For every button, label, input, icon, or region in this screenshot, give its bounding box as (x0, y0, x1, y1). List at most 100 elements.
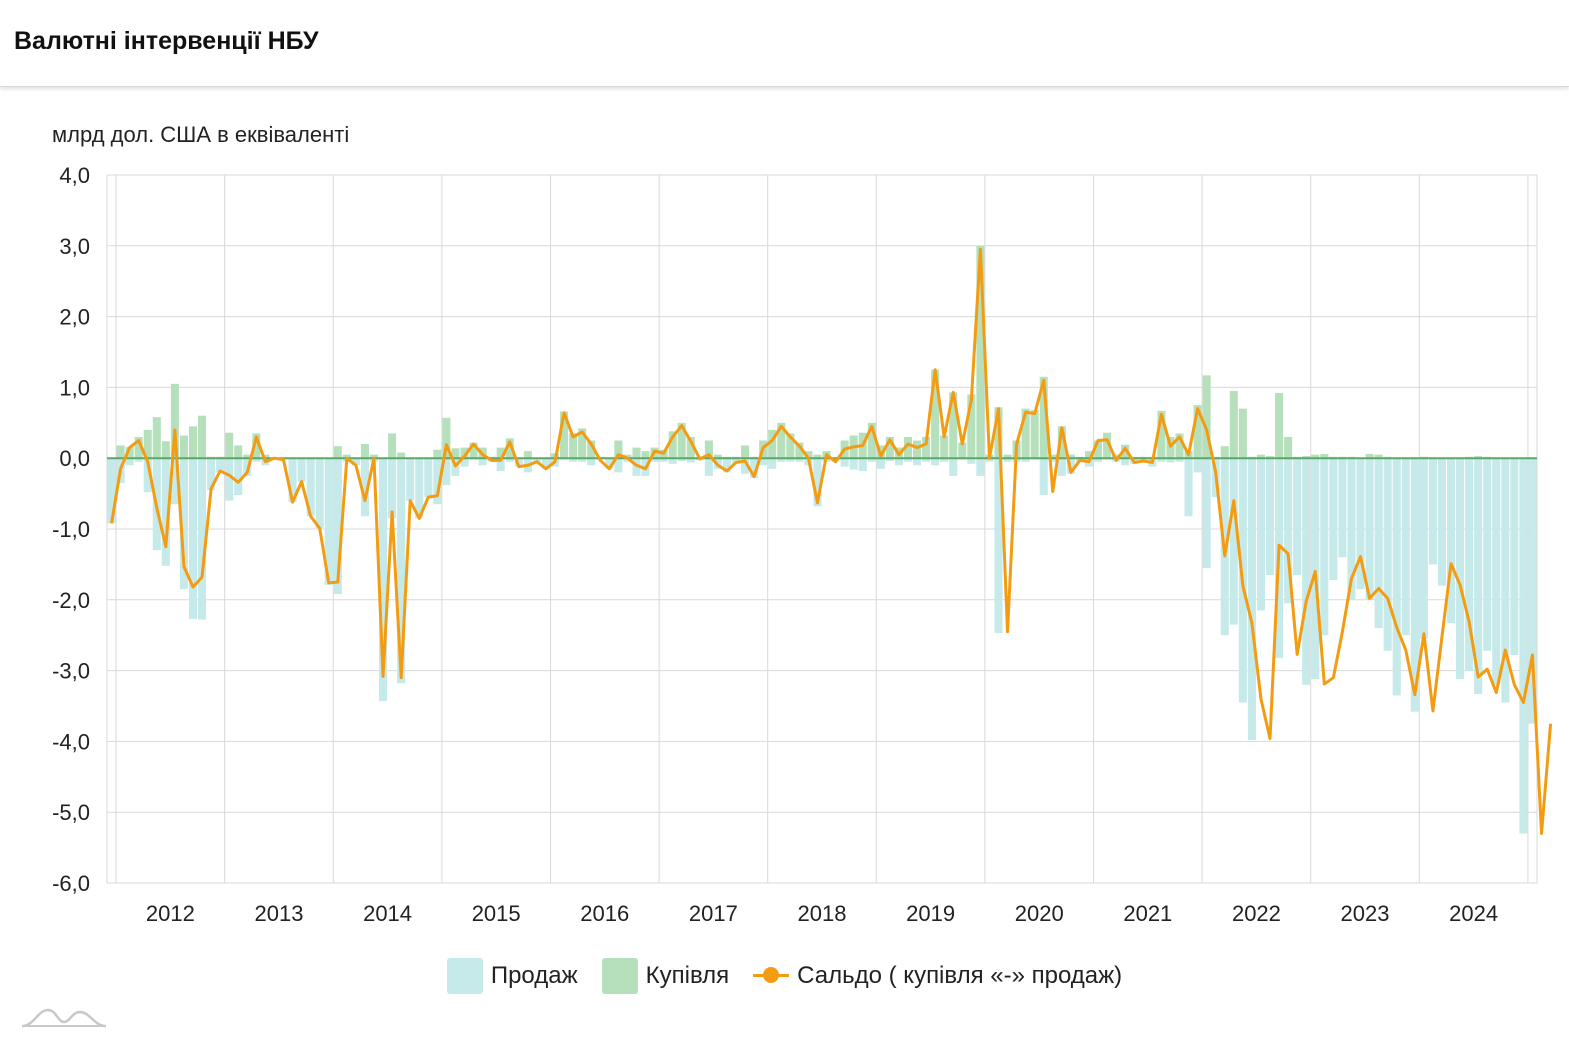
bar-purchases (1474, 456, 1483, 459)
bar-purchases (922, 436, 931, 459)
bar-purchases (1175, 433, 1184, 459)
x-tick-label: 2017 (689, 901, 738, 926)
bar-purchases (1121, 444, 1130, 459)
bar-sales (252, 458, 261, 462)
bar-sales (288, 458, 297, 503)
legend-item-purchases[interactable]: Купівля (601, 958, 730, 994)
bar-sales (913, 458, 922, 466)
bar-purchases (940, 435, 949, 459)
bar-sales (876, 458, 885, 469)
legend-item-sales[interactable]: Продаж (446, 958, 578, 994)
bar-sales (388, 458, 397, 519)
y-tick-label: -1,0 (52, 517, 90, 542)
bar-sales (1401, 458, 1410, 636)
bar-purchases (1238, 408, 1247, 459)
bar-purchases (1311, 454, 1320, 459)
bar-sales (1265, 458, 1275, 576)
bar-sales (569, 458, 578, 462)
bar-purchases (1084, 451, 1094, 459)
bar-purchases (813, 454, 822, 459)
bar-purchases (360, 444, 369, 459)
bar-purchases (786, 433, 795, 459)
bar-purchases (198, 415, 207, 459)
bar-purchases (1265, 456, 1275, 459)
bar-purchases (885, 436, 894, 459)
bar-sales (1329, 458, 1338, 580)
bar-sales (478, 458, 487, 466)
x-tick-label: 2020 (1015, 901, 1064, 926)
bar-purchases (903, 436, 913, 459)
bar-sales (840, 458, 849, 467)
bar-purchases (686, 436, 695, 459)
bar-sales (1021, 458, 1030, 462)
legend-swatch-sales (446, 958, 483, 994)
bar-sales (931, 458, 940, 466)
bar-sales (161, 458, 170, 566)
bar-purchases (1229, 390, 1238, 459)
bar-sales (650, 458, 659, 462)
bar-purchases (1103, 432, 1112, 459)
bar-sales (759, 458, 768, 466)
x-tick-label: 2022 (1232, 901, 1281, 926)
bar-purchases (795, 442, 804, 459)
bar-sales (225, 458, 234, 501)
bar-purchases (1365, 453, 1374, 459)
bar-sales (1338, 458, 1347, 558)
bar-purchases (1256, 454, 1265, 459)
bar-purchases (1275, 393, 1284, 459)
bar-purchases (496, 447, 505, 459)
bar-purchases (451, 448, 460, 459)
bar-purchases (1039, 376, 1048, 459)
x-tick-label: 2014 (363, 901, 412, 926)
bar-sales (1157, 458, 1166, 462)
bar-sales (188, 458, 198, 619)
bar-sales (1121, 458, 1130, 466)
bar-purchases (243, 454, 252, 459)
bar-purchases (560, 411, 569, 459)
bar-purchases (804, 451, 813, 459)
bar-purchases (433, 449, 442, 459)
bar-sales (786, 458, 795, 462)
bar-sales (704, 458, 713, 476)
y-axis-unit-label: млрд дол. США в еквіваленті (52, 122, 350, 147)
bar-sales (1003, 458, 1012, 462)
bar-purchases (1112, 454, 1121, 459)
y-tick-label: 0,0 (59, 446, 90, 471)
x-tick-label: 2016 (580, 901, 629, 926)
bar-sales (324, 458, 333, 585)
legend-item-balance[interactable]: Сальдо ( купівля «-» продаж) (753, 958, 1122, 994)
bar-purchases (1057, 426, 1066, 459)
x-tick-label: 2021 (1123, 901, 1172, 926)
bar-sales (940, 458, 949, 462)
bar-purchases (741, 445, 750, 459)
bar-purchases (225, 432, 234, 459)
bar-purchases (677, 422, 686, 459)
legend-swatch-balance (753, 958, 790, 994)
bar-sales (659, 458, 668, 462)
x-tick-label: 2024 (1449, 901, 1498, 926)
bar-sales (1510, 458, 1519, 656)
bar-sales (1184, 458, 1193, 517)
bar-sales (1519, 458, 1528, 834)
y-tick-label: -2,0 (52, 588, 90, 613)
x-tick-label: 2023 (1341, 901, 1390, 926)
bar-sales (867, 458, 876, 462)
legend-label-purchases: Купівля (645, 962, 730, 989)
bar-sales (587, 458, 596, 466)
bar-sales (1284, 458, 1293, 604)
bar-purchases (967, 394, 976, 459)
bar-purchases (442, 417, 451, 459)
bar-purchases (569, 433, 578, 459)
bar-purchases (369, 454, 379, 459)
bar-sales (1175, 458, 1184, 462)
bar-sales (1528, 458, 1537, 724)
bar-sales (125, 458, 134, 466)
bar-purchases (188, 426, 198, 459)
bar-purchases (252, 433, 261, 459)
bar-sales (143, 458, 152, 493)
bar-purchases (342, 454, 351, 459)
bar-sales (994, 458, 1003, 634)
y-tick-label: 4,0 (59, 163, 90, 188)
bar-sales (1139, 458, 1148, 461)
